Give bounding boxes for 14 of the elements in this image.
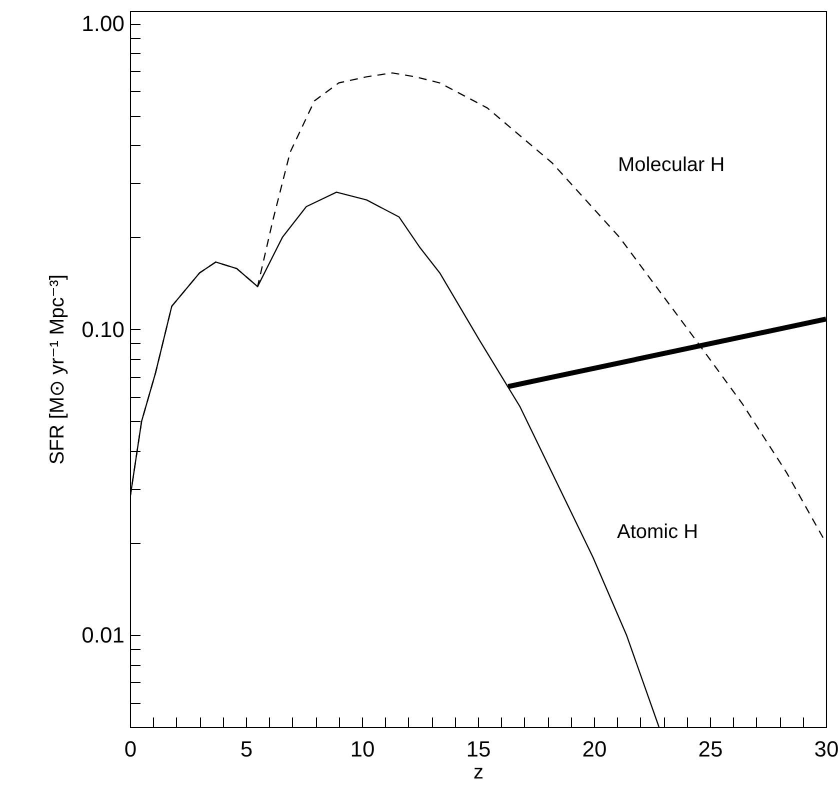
annotation: Atomic H [617, 521, 698, 543]
y-tick-label: 1.00 [82, 11, 124, 36]
y-tick-label: 0.01 [82, 622, 124, 648]
annotation: Molecular H [618, 154, 725, 176]
x-tick-label: 5 [240, 736, 253, 762]
y-tick-label: 0.10 [82, 316, 124, 342]
y-axis-title: SFR [M⊙ yr⁻¹ Mpc⁻³] [46, 274, 69, 465]
x-axis-title: z [474, 762, 484, 784]
x-tick-label: 10 [350, 736, 375, 762]
x-tick-label: 0 [124, 736, 137, 762]
x-tick-label: 20 [582, 736, 607, 762]
x-tick-label: 25 [698, 736, 723, 762]
x-tick-label: 15 [466, 736, 491, 762]
x-tick-label: 30 [814, 736, 839, 762]
